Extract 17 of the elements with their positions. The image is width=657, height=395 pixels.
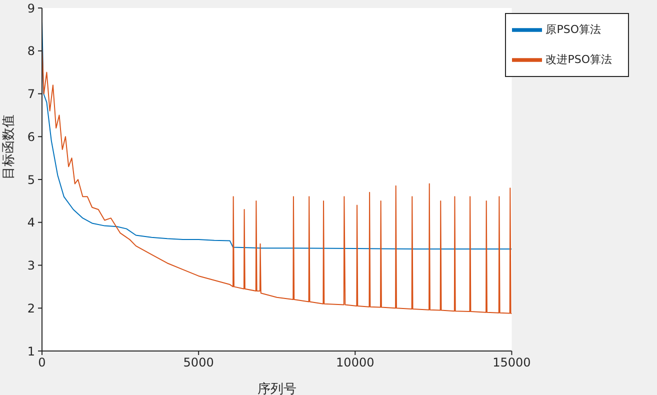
- legend-label: 原PSO算法: [546, 23, 601, 36]
- y-tick-label: 9: [27, 1, 35, 16]
- y-tick-label: 3: [27, 258, 35, 273]
- y-tick-label: 1: [27, 344, 35, 358]
- y-tick-label: 8: [27, 44, 35, 58]
- x-tick-label: 5000: [183, 356, 214, 370]
- x-tick-label: 10000: [336, 356, 374, 370]
- legend-label: 改进PSO算法: [546, 53, 612, 66]
- x-tick-label: 15000: [492, 356, 531, 370]
- y-tick-label: 5: [27, 172, 35, 187]
- x-tick-label: 0: [38, 356, 46, 370]
- y-tick-label: 4: [27, 216, 35, 230]
- y-axis-title: 目标函数值: [2, 114, 17, 180]
- y-tick-label: 6: [27, 130, 35, 144]
- y-tick-label: 2: [27, 301, 35, 316]
- y-tick-label: 7: [27, 87, 35, 102]
- x-axis-title: 序列号: [257, 381, 296, 395]
